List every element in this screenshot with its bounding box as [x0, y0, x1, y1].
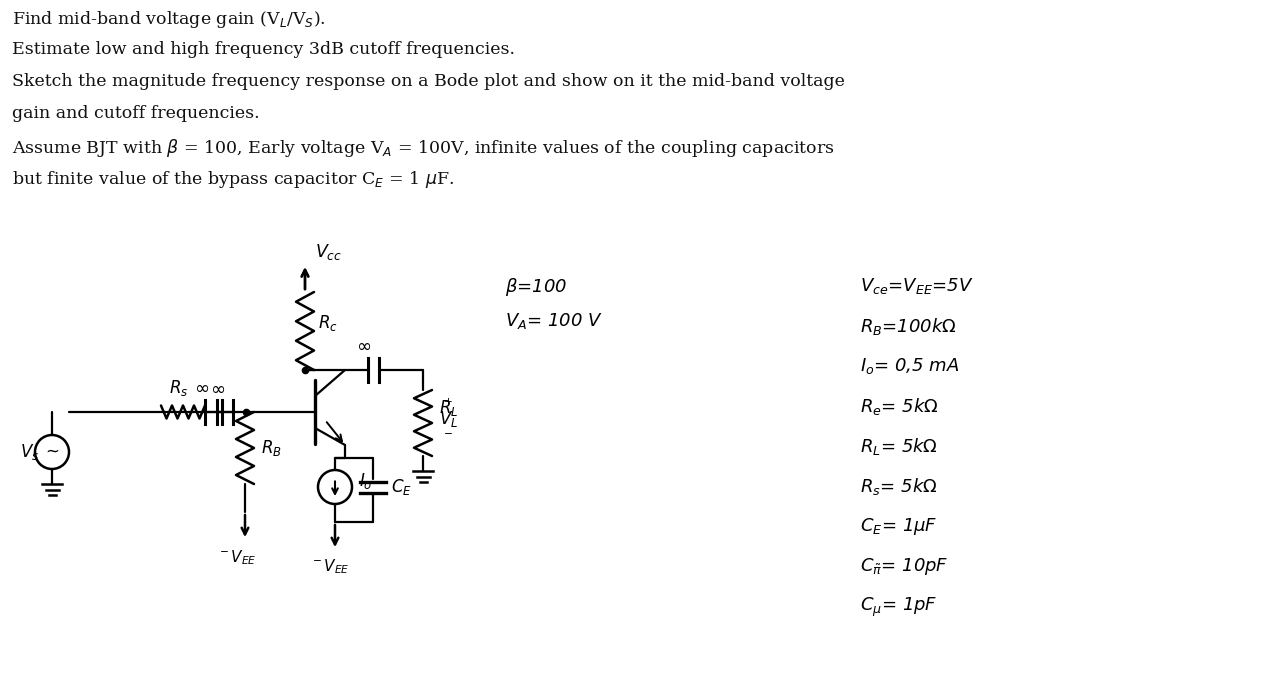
Text: $\infty$: $\infty$ — [356, 337, 371, 355]
Text: $R_c$: $R_c$ — [318, 313, 338, 333]
Text: $\infty$: $\infty$ — [210, 380, 225, 398]
Text: $V_L$: $V_L$ — [438, 409, 458, 429]
Text: $V_{cc}$: $V_{cc}$ — [315, 242, 342, 262]
Text: but finite value of the bypass capacitor C$_E$ = 1 $\mu$F.: but finite value of the bypass capacitor… — [11, 169, 454, 190]
Text: gain and cutoff frequencies.: gain and cutoff frequencies. — [11, 105, 259, 122]
Text: $^-V_{EE}$: $^-V_{EE}$ — [217, 548, 257, 567]
Text: R$_s$= 5k$\Omega$: R$_s$= 5k$\Omega$ — [860, 476, 938, 497]
Text: C$_{\mu}$= 1pF: C$_{\mu}$= 1pF — [860, 596, 938, 619]
Text: ~: ~ — [44, 443, 58, 461]
Text: Find mid-band voltage gain (V$_L$/V$_S$).: Find mid-band voltage gain (V$_L$/V$_S$)… — [11, 9, 325, 30]
Text: $C_E$: $C_E$ — [391, 477, 412, 497]
Text: $R_L$: $R_L$ — [438, 398, 459, 418]
Text: $\infty$: $\infty$ — [194, 379, 210, 397]
Text: Assume BJT with $\beta$ = 100, Early voltage V$_A$ = 100V, infinite values of th: Assume BJT with $\beta$ = 100, Early vol… — [11, 137, 835, 159]
Text: $^+$: $^+$ — [441, 398, 452, 412]
Text: $^-$: $^-$ — [441, 430, 452, 446]
Text: I$_o$= 0,5 mA: I$_o$= 0,5 mA — [860, 356, 960, 376]
Text: V$_{ce}$=V$_{EE}$=5V: V$_{ce}$=V$_{EE}$=5V — [860, 276, 974, 296]
Text: $R_s$: $R_s$ — [169, 378, 188, 398]
Text: V$_A$= 100 V: V$_A$= 100 V — [505, 311, 602, 331]
Text: R$_B$=100k$\Omega$: R$_B$=100k$\Omega$ — [860, 316, 957, 337]
Text: $\beta$=100: $\beta$=100 — [505, 276, 567, 298]
Text: $I_o$: $I_o$ — [358, 471, 372, 491]
Text: $V_s$: $V_s$ — [20, 442, 39, 462]
Text: $R_B$: $R_B$ — [261, 438, 282, 458]
Text: $^-V_{EE}$: $^-V_{EE}$ — [310, 557, 350, 576]
Text: Estimate low and high frequency 3dB cutoff frequencies.: Estimate low and high frequency 3dB cuto… — [11, 41, 515, 58]
Text: R$_e$= 5k$\Omega$: R$_e$= 5k$\Omega$ — [860, 396, 938, 417]
Text: Sketch the magnitude frequency response on a Bode plot and show on it the mid-ba: Sketch the magnitude frequency response … — [11, 73, 845, 90]
Text: C$_{\tilde{\pi}}$= 10pF: C$_{\tilde{\pi}}$= 10pF — [860, 556, 948, 577]
Text: C$_E$= 1$\mu$F: C$_E$= 1$\mu$F — [860, 516, 938, 537]
Text: R$_L$= 5k$\Omega$: R$_L$= 5k$\Omega$ — [860, 436, 938, 457]
